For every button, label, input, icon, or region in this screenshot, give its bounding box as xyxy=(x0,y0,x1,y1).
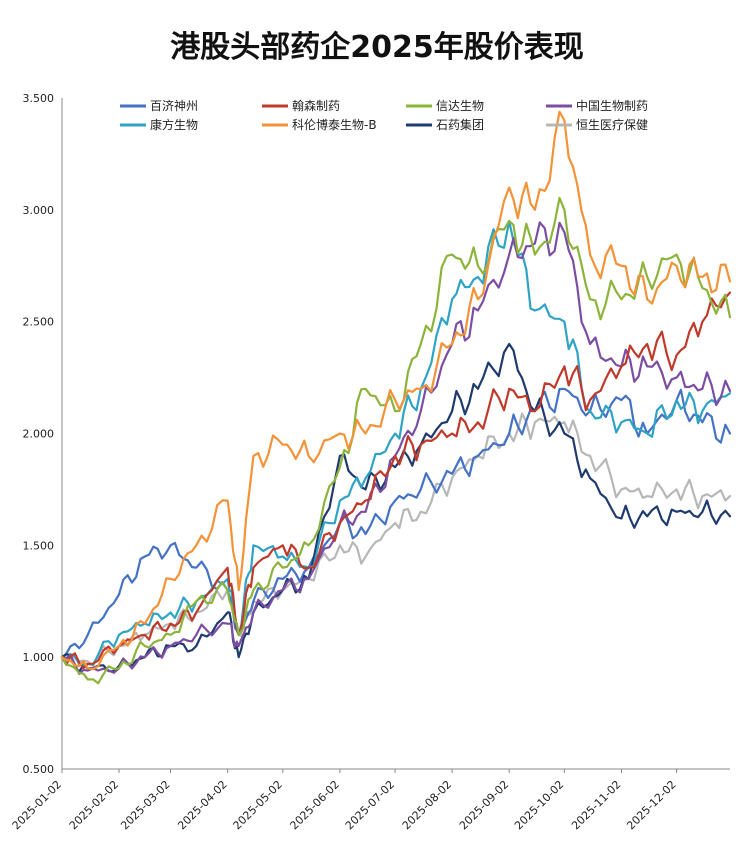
legend-label: 科伦博泰生物-B xyxy=(292,117,377,132)
y-tick-label: 3.500 xyxy=(23,92,55,105)
legend-label: 康方生物 xyxy=(150,117,198,132)
legend-label: 翰森制药 xyxy=(292,98,340,113)
series-line-5 xyxy=(60,110,732,671)
series-line-2 xyxy=(60,196,732,685)
x-tick-label: 2025-10-02 xyxy=(512,778,566,832)
y-tick-label: 1.500 xyxy=(23,539,55,552)
series-line-1 xyxy=(60,291,732,670)
x-tick-label: 2025-03-02 xyxy=(118,778,172,832)
series-line-7 xyxy=(60,412,732,667)
series-line-4 xyxy=(60,219,732,667)
y-tick-label: 1.000 xyxy=(23,651,55,664)
chart-title: 港股头部药企2025年股价表现 xyxy=(170,30,584,65)
legend-label: 百济神州 xyxy=(150,98,198,113)
y-tick-label: 0.500 xyxy=(23,763,55,776)
x-tick-label: 2025-11-02 xyxy=(569,778,623,832)
legend-label: 恒生医疗保健 xyxy=(576,118,648,132)
x-tick-label: 2025-01-02 xyxy=(10,778,64,832)
x-tick-label: 2025-06-02 xyxy=(288,778,342,832)
x-tick-label: 2025-09-02 xyxy=(457,778,511,832)
series-line-3 xyxy=(60,221,732,675)
legend-label: 石药集团 xyxy=(436,117,484,132)
x-tick-label: 2025-07-02 xyxy=(343,778,397,832)
y-tick-label: 3.000 xyxy=(23,204,55,217)
y-tick-label: 2.000 xyxy=(23,428,55,441)
x-tick-label: 2025-08-02 xyxy=(400,778,454,832)
legend-label: 中国生物制药 xyxy=(576,98,648,113)
y-axis: 0.500 1.000 1.500 2.000 2.500 3.000 3.500 xyxy=(23,92,63,776)
series-line-6 xyxy=(60,342,732,673)
x-tick-label: 2025-04-02 xyxy=(175,778,229,832)
x-tick-label: 2025-05-02 xyxy=(231,778,285,832)
legend-label: 信达生物 xyxy=(436,99,484,113)
series-line-0 xyxy=(60,387,732,659)
x-tick-label: 2025-12-02 xyxy=(624,778,678,832)
series-lines xyxy=(60,110,732,685)
y-tick-label: 2.500 xyxy=(23,316,55,329)
x-tick-label: 2025-02-02 xyxy=(67,778,121,832)
